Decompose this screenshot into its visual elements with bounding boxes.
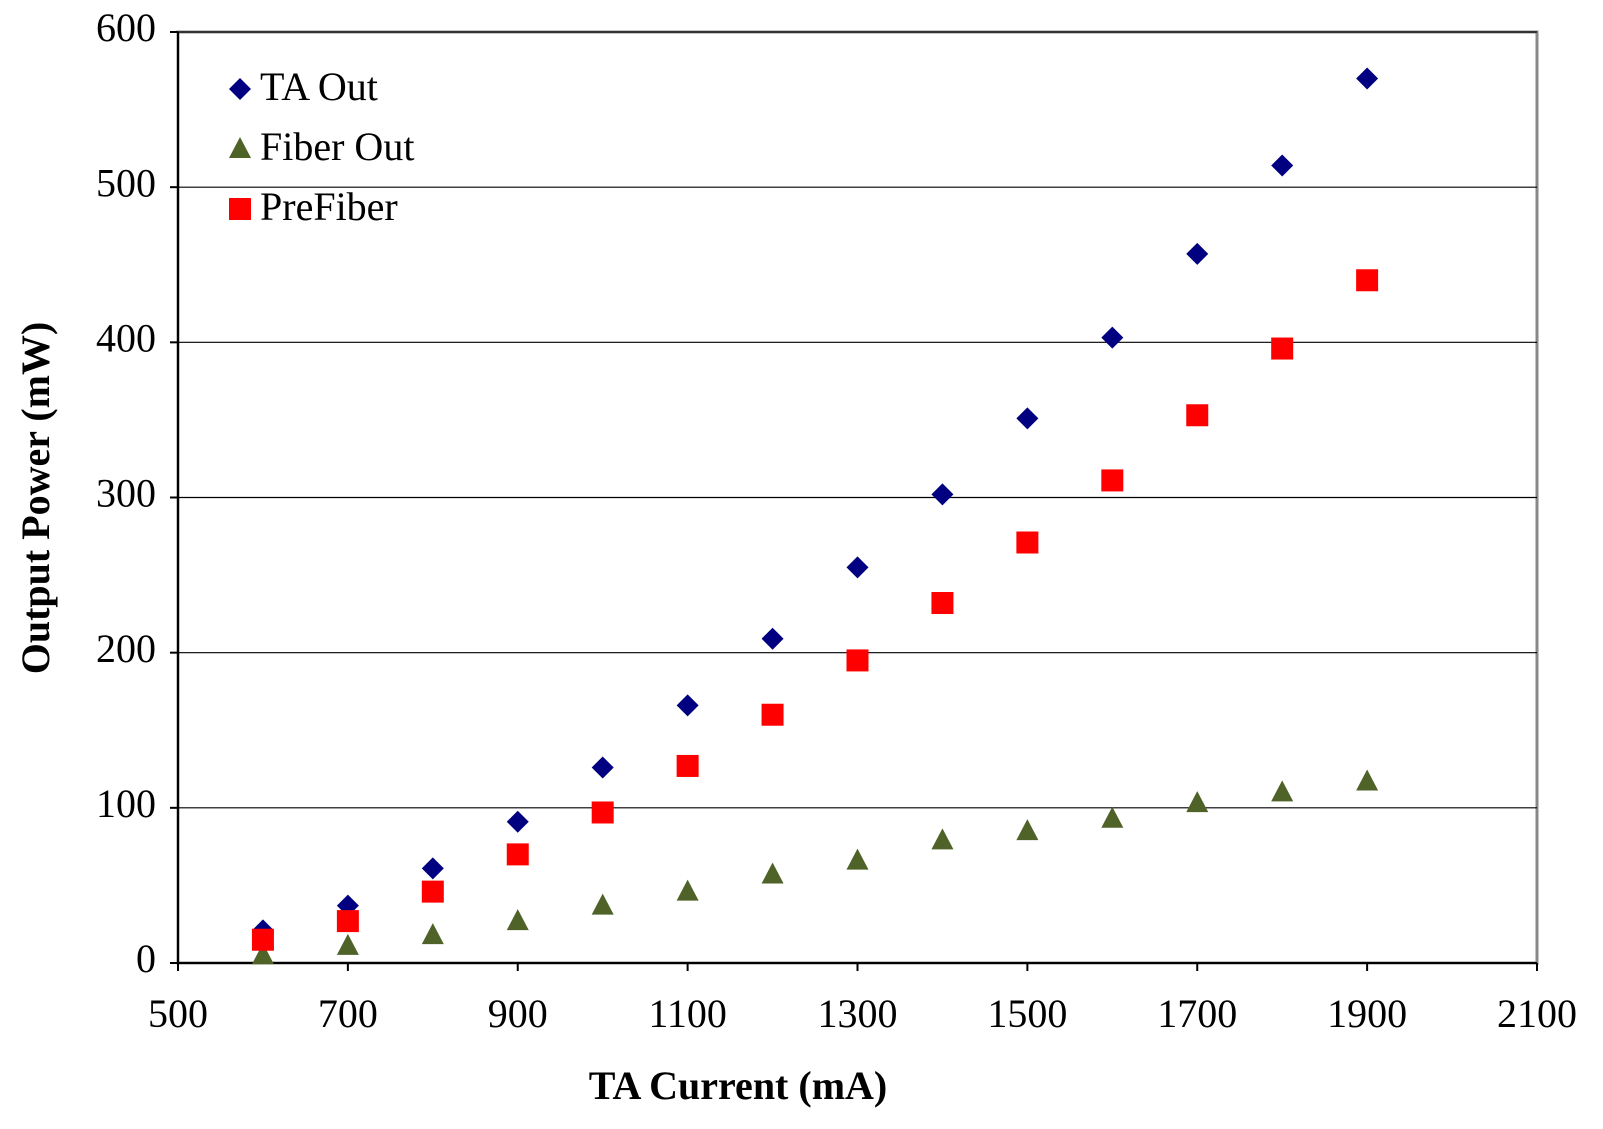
marker (1356, 769, 1379, 791)
y-tick-label: 0 (136, 936, 156, 981)
marker (591, 801, 614, 824)
x-tick-label: 900 (488, 991, 548, 1036)
x-tick-label: 2100 (1497, 991, 1577, 1036)
marker (336, 933, 359, 955)
marker (591, 893, 614, 915)
x-tick-label: 1900 (1327, 991, 1407, 1036)
legend-marker (229, 137, 251, 158)
marker (676, 754, 699, 777)
marker (1101, 469, 1124, 492)
y-axis-label: Output Power (mW) (13, 322, 58, 675)
marker (1356, 269, 1379, 292)
legend-marker (229, 198, 251, 220)
legend-marker (229, 78, 251, 100)
marker (846, 556, 869, 579)
legend-label: Fiber Out (260, 124, 414, 169)
x-axis-label: TA Current (mA) (589, 1063, 887, 1108)
marker (506, 843, 529, 866)
legend-label: TA Out (260, 64, 378, 109)
y-tick-label: 500 (96, 160, 156, 205)
x-tick-label: 700 (318, 991, 378, 1036)
marker (1016, 819, 1039, 841)
marker (1271, 337, 1294, 360)
x-tick-label: 1500 (987, 991, 1067, 1036)
marker (931, 483, 954, 506)
marker (846, 649, 869, 672)
marker (1271, 780, 1294, 802)
marker (761, 627, 784, 650)
marker (761, 703, 784, 726)
marker (1101, 806, 1124, 828)
x-tick-label: 1100 (648, 991, 727, 1036)
marker (1356, 67, 1379, 90)
legend-label: PreFiber (260, 184, 398, 229)
marker (251, 928, 274, 951)
y-tick-label: 300 (96, 471, 156, 516)
marker (506, 810, 529, 833)
marker (1101, 326, 1124, 349)
marker (1186, 791, 1209, 813)
marker (506, 909, 529, 931)
marker (676, 879, 699, 901)
y-tick-label: 600 (96, 5, 156, 50)
x-tick-label: 1300 (818, 991, 898, 1036)
marker (1016, 531, 1039, 554)
marker (421, 880, 444, 903)
marker (1016, 407, 1039, 430)
marker (421, 923, 444, 945)
y-tick-label: 200 (96, 626, 156, 671)
marker (676, 694, 699, 717)
marker (846, 848, 869, 870)
y-tick-label: 100 (96, 781, 156, 826)
y-tick-label: 400 (96, 316, 156, 361)
marker (761, 862, 784, 884)
marker (1186, 404, 1209, 427)
marker (1271, 154, 1294, 177)
marker (931, 828, 954, 850)
marker (931, 592, 954, 615)
marker (336, 910, 359, 933)
marker (591, 756, 614, 779)
x-tick-label: 1700 (1157, 991, 1237, 1036)
x-tick-label: 500 (148, 991, 208, 1036)
marker (1186, 242, 1209, 265)
marker (251, 943, 274, 965)
marker (421, 857, 444, 880)
